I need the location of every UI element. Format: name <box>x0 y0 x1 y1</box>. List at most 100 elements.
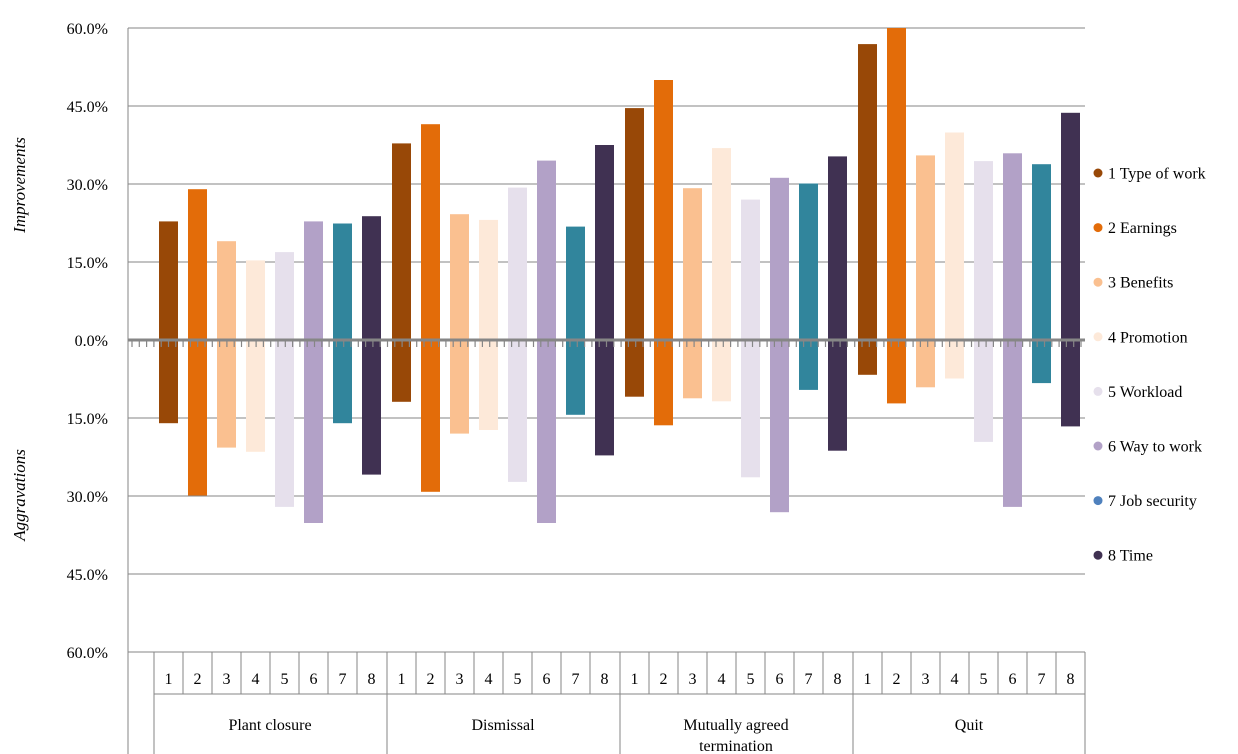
group-label: Quit <box>955 717 984 734</box>
legend-label: 3 Benefits <box>1108 275 1173 292</box>
subcategory-label: 7 <box>805 671 813 688</box>
legend-marker <box>1093 277 1103 287</box>
bar-3-1 <box>450 214 469 434</box>
bar-5-1 <box>508 187 527 482</box>
subcategory-label: 1 <box>165 671 173 688</box>
group-label-line2: termination <box>699 738 773 754</box>
bar-2-2 <box>654 80 673 426</box>
subcategory-label: 4 <box>951 671 959 688</box>
bar-1-1 <box>392 143 411 402</box>
bar-1-0 <box>159 221 178 424</box>
bar-5-3 <box>974 161 993 442</box>
bar-6-2 <box>770 177 789 513</box>
subcategory-label: 2 <box>660 671 668 688</box>
bar-6-0 <box>304 221 323 523</box>
bar-8-2 <box>828 156 847 451</box>
bar-8-3 <box>1061 112 1080 427</box>
subcategory-label: 8 <box>601 671 609 688</box>
legend-marker <box>1093 386 1103 396</box>
bar-4-3 <box>945 132 964 379</box>
bar-6-1 <box>537 160 556 523</box>
bar-3-2 <box>683 188 702 399</box>
legend-marker <box>1093 223 1103 233</box>
subcategory-label: 2 <box>893 671 901 688</box>
y-tick-labels: 60.0% 45.0% 30.0% 15.0% 0.0% 15.0% 30.0% 45.0% 6… <box>67 21 108 662</box>
subcategory-label: 3 <box>456 671 464 688</box>
bar-4-2 <box>712 148 731 402</box>
legend-marker <box>1093 496 1103 506</box>
category-table: 1 2 3 4 5 6 7 8 Plant closure 1 2 3 4 5 6 7 8 Dismissal 1 2… <box>127 652 1086 754</box>
subcategory-label: 8 <box>368 671 376 688</box>
legend-label: 7 Job security <box>1108 493 1197 510</box>
y-tick-label: 0.0% <box>75 333 108 350</box>
subcategory-label: 6 <box>776 671 784 688</box>
bar-4-0 <box>246 260 265 452</box>
subcategory-label: 4 <box>252 671 260 688</box>
legend-label: 6 Way to work <box>1108 439 1202 456</box>
subcategory-label: 1 <box>398 671 406 688</box>
subcategory-label: 5 <box>747 671 755 688</box>
bars <box>131 28 1082 523</box>
legend-label: 2 Earnings <box>1108 220 1177 237</box>
subcategory-label: 5 <box>281 671 289 688</box>
legend-marker <box>1093 441 1103 451</box>
subcategory-label: 2 <box>194 671 202 688</box>
bar-2-3 <box>887 28 906 404</box>
legend-marker <box>1093 332 1103 342</box>
bar-1-2 <box>625 108 644 397</box>
subcategory-label: 6 <box>310 671 318 688</box>
bar-7-2 <box>799 183 818 390</box>
bar-7-3 <box>1032 164 1051 384</box>
y-tick-label: 45.0% <box>67 567 108 584</box>
y-tick-label: 60.0% <box>67 21 108 38</box>
subcategory-label: 7 <box>1038 671 1046 688</box>
subcategory-label: 6 <box>543 671 551 688</box>
subcategory-label: 4 <box>718 671 726 688</box>
group-label: Mutually agreed <box>683 717 788 734</box>
subcategory-label: 1 <box>864 671 872 688</box>
bar-7-1 <box>566 226 585 415</box>
y-tick-label: 60.0% <box>67 645 108 662</box>
legend-label: 8 Time <box>1108 548 1153 565</box>
subcategory-label: 7 <box>339 671 347 688</box>
legend-label: 4 Promotion <box>1108 329 1188 346</box>
bar-5-0 <box>275 252 294 507</box>
bar-1-3 <box>858 44 877 375</box>
group-label: Dismissal <box>471 717 535 734</box>
subcategory-label: 4 <box>485 671 493 688</box>
subcategory-label: 3 <box>922 671 930 688</box>
legend-label: 1 Type of work <box>1108 166 1206 183</box>
bar-7-0 <box>333 223 352 424</box>
legend-label: 5 Workload <box>1108 384 1182 401</box>
axes <box>127 28 1085 652</box>
bar-4-1 <box>479 219 498 430</box>
bar-8-1 <box>595 145 614 456</box>
subcategory-label: 7 <box>572 671 580 688</box>
y-tick-label: 15.0% <box>67 255 108 272</box>
bar-5-2 <box>741 199 760 478</box>
bar-3-3 <box>916 155 935 388</box>
y-tick-label: 30.0% <box>67 489 108 506</box>
y-axis-label-improvements: Improvements <box>10 137 29 234</box>
subcategory-label: 3 <box>223 671 231 688</box>
legend-marker <box>1093 550 1103 560</box>
legend-marker <box>1093 168 1103 178</box>
subcategory-label: 6 <box>1009 671 1017 688</box>
subcategory-label: 5 <box>980 671 988 688</box>
y-tick-label: 30.0% <box>67 177 108 194</box>
subcategory-label: 2 <box>427 671 435 688</box>
subcategory-label: 8 <box>1067 671 1075 688</box>
subcategory-label: 8 <box>834 671 842 688</box>
y-tick-label: 45.0% <box>67 99 108 116</box>
subcategory-label: 3 <box>689 671 697 688</box>
bar-6-3 <box>1003 153 1022 507</box>
y-axis-label-aggravations: Aggravations <box>10 449 29 542</box>
bar-8-0 <box>362 216 381 475</box>
subcategory-label: 5 <box>514 671 522 688</box>
legend: 1 Type of work 2 Earnings 3 Benefits 4 Prom… <box>1093 166 1206 565</box>
y-tick-label: 15.0% <box>67 411 108 428</box>
bar-2-1 <box>421 124 440 492</box>
subcategory-label: 1 <box>631 671 639 688</box>
group-label: Plant closure <box>228 717 311 734</box>
